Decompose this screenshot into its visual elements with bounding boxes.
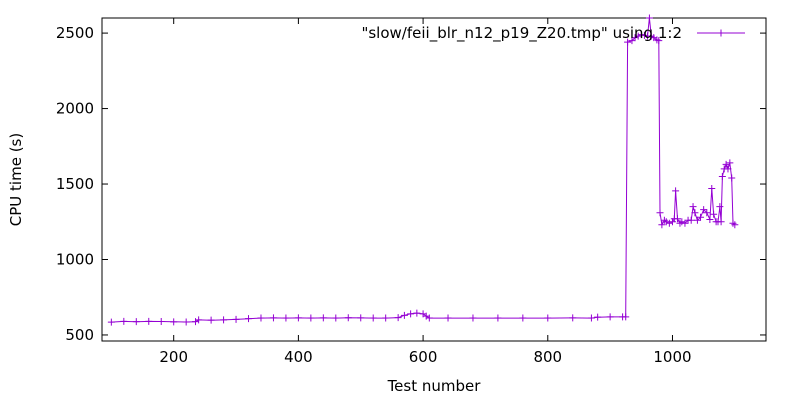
x-tick-label: 1000 bbox=[653, 348, 691, 366]
data-point-marker bbox=[400, 311, 408, 319]
data-point-marker bbox=[691, 209, 699, 217]
data-point-marker bbox=[257, 314, 265, 322]
data-point-marker bbox=[722, 160, 730, 168]
data-point-marker bbox=[656, 209, 664, 217]
data-point-marker bbox=[655, 37, 663, 45]
data-point-marker bbox=[706, 215, 714, 223]
data-point-marker bbox=[425, 314, 433, 322]
data-point-marker bbox=[665, 219, 673, 227]
data-point-marker bbox=[145, 317, 153, 325]
data-point-marker bbox=[107, 318, 115, 326]
series-layer bbox=[107, 14, 739, 326]
x-tick-label: 600 bbox=[409, 348, 438, 366]
data-point-marker bbox=[382, 314, 390, 322]
data-point-marker bbox=[634, 32, 642, 40]
data-point-marker bbox=[631, 34, 639, 42]
data-point-marker bbox=[319, 314, 327, 322]
data-point-marker bbox=[269, 314, 277, 322]
data-point-marker bbox=[716, 203, 724, 211]
data-point-marker bbox=[369, 314, 377, 322]
data-point-marker bbox=[673, 215, 681, 223]
data-point-marker bbox=[594, 313, 602, 321]
axis-ticks: 200 400 600 800 1000 500 1000 1500 2000 2500 bbox=[56, 18, 766, 366]
data-point-marker bbox=[294, 314, 302, 322]
data-point-marker bbox=[469, 314, 477, 322]
legend-swatch-marker bbox=[717, 29, 725, 37]
data-point-marker bbox=[587, 314, 595, 322]
data-point-marker bbox=[697, 213, 705, 221]
data-point-marker bbox=[681, 219, 689, 227]
data-point-marker bbox=[731, 221, 739, 229]
plot-frame bbox=[101, 17, 767, 342]
legend-entry-label: "slow/feii_blr_n12_p19_Z20.tmp" using 1:… bbox=[361, 24, 682, 43]
data-point-marker bbox=[645, 14, 653, 22]
y-axis-label: CPU time (s) bbox=[7, 133, 25, 226]
data-point-marker bbox=[703, 209, 711, 217]
data-point-marker bbox=[717, 218, 725, 226]
data-point-marker bbox=[726, 159, 734, 167]
data-point-marker bbox=[640, 31, 648, 39]
data-point-marker bbox=[232, 315, 240, 323]
legend: "slow/feii_blr_n12_p19_Z20.tmp" using 1:… bbox=[361, 24, 745, 43]
data-point-marker bbox=[708, 185, 716, 193]
data-point-marker bbox=[282, 314, 290, 322]
data-point-marker bbox=[357, 314, 365, 322]
data-point-marker bbox=[710, 210, 718, 218]
data-point-marker bbox=[544, 314, 552, 322]
x-tick-label: 400 bbox=[284, 348, 313, 366]
data-point-marker bbox=[624, 38, 632, 46]
data-point-marker bbox=[344, 314, 352, 322]
y-tick-label: 2500 bbox=[56, 24, 94, 42]
data-point-marker bbox=[689, 203, 697, 211]
data-point-marker bbox=[132, 318, 140, 326]
data-point-marker bbox=[444, 314, 452, 322]
data-point-marker bbox=[245, 315, 253, 323]
data-point-marker bbox=[494, 314, 502, 322]
data-point-marker bbox=[413, 309, 421, 317]
data-point-marker bbox=[157, 318, 165, 326]
data-point-marker bbox=[700, 206, 708, 214]
data-point-marker bbox=[195, 316, 203, 324]
data-point-marker bbox=[718, 172, 726, 180]
data-point-marker bbox=[628, 37, 636, 45]
x-tick-label: 800 bbox=[533, 348, 562, 366]
data-point-marker bbox=[220, 316, 228, 324]
y-tick-label: 500 bbox=[65, 326, 94, 344]
data-point-marker bbox=[687, 216, 695, 224]
data-point-marker bbox=[207, 316, 215, 324]
x-axis-label: Test number bbox=[387, 377, 482, 395]
data-point-marker bbox=[672, 187, 680, 195]
data-point-marker bbox=[307, 314, 315, 322]
y-tick-label: 1000 bbox=[56, 250, 94, 268]
y-tick-label: 1500 bbox=[56, 175, 94, 193]
data-point-marker bbox=[728, 174, 736, 182]
x-tick-label: 200 bbox=[159, 348, 188, 366]
data-point-marker bbox=[407, 310, 415, 318]
data-point-marker bbox=[182, 318, 190, 326]
data-point-marker bbox=[192, 318, 200, 326]
data-point-marker bbox=[678, 218, 686, 226]
data-point-marker bbox=[394, 314, 402, 322]
data-point-marker bbox=[519, 314, 527, 322]
data-point-marker bbox=[120, 317, 128, 325]
data-point-marker bbox=[569, 314, 577, 322]
data-point-marker bbox=[658, 221, 666, 229]
data-point-marker bbox=[724, 165, 732, 173]
data-point-marker bbox=[606, 313, 614, 321]
data-point-marker bbox=[662, 218, 670, 226]
data-point-marker bbox=[693, 216, 701, 224]
y-tick-label: 2000 bbox=[56, 100, 94, 118]
data-point-marker bbox=[622, 313, 630, 321]
data-point-marker bbox=[170, 318, 178, 326]
data-point-marker bbox=[637, 31, 645, 39]
data-point-marker bbox=[332, 314, 340, 322]
